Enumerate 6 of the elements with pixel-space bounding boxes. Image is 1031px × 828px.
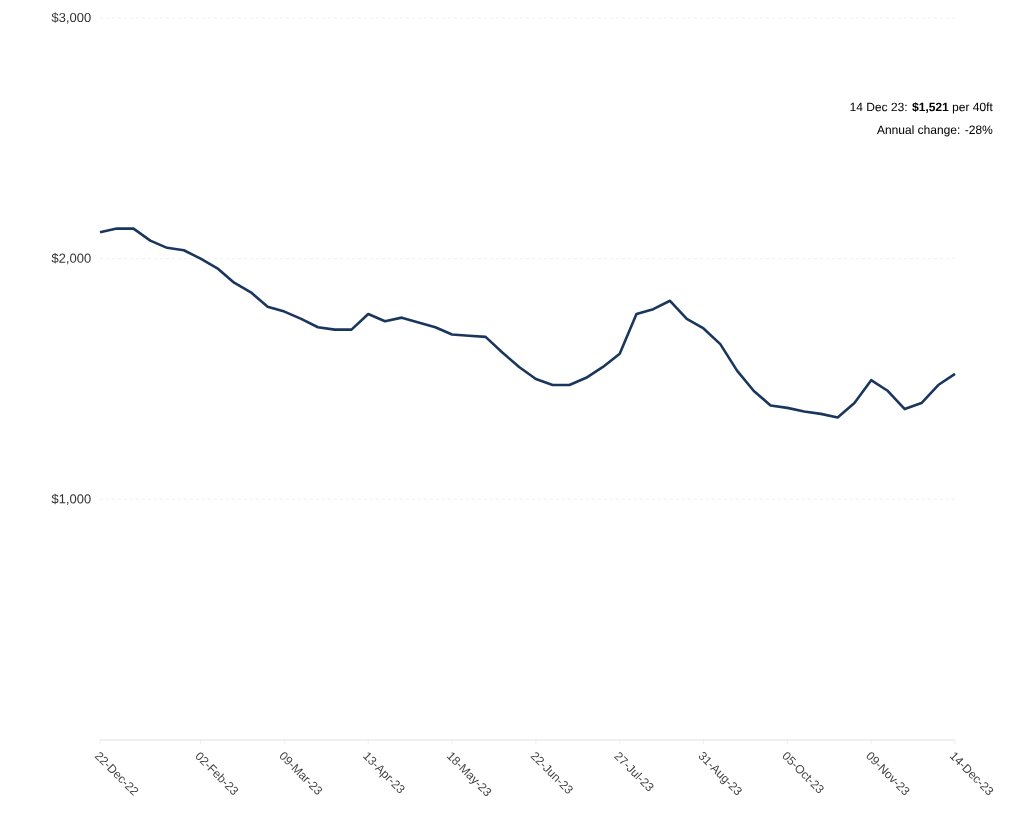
annotation: 14 Dec 23: $1,521 per 40ft bbox=[850, 102, 993, 114]
annotation: Annual change: -28% bbox=[876, 125, 993, 137]
y-tick-label: $2,000 bbox=[51, 253, 91, 265]
y-tick-label: $3,000 bbox=[51, 12, 91, 24]
line-series bbox=[98, 227, 957, 419]
y-tick-label: $1,000 bbox=[51, 493, 91, 505]
